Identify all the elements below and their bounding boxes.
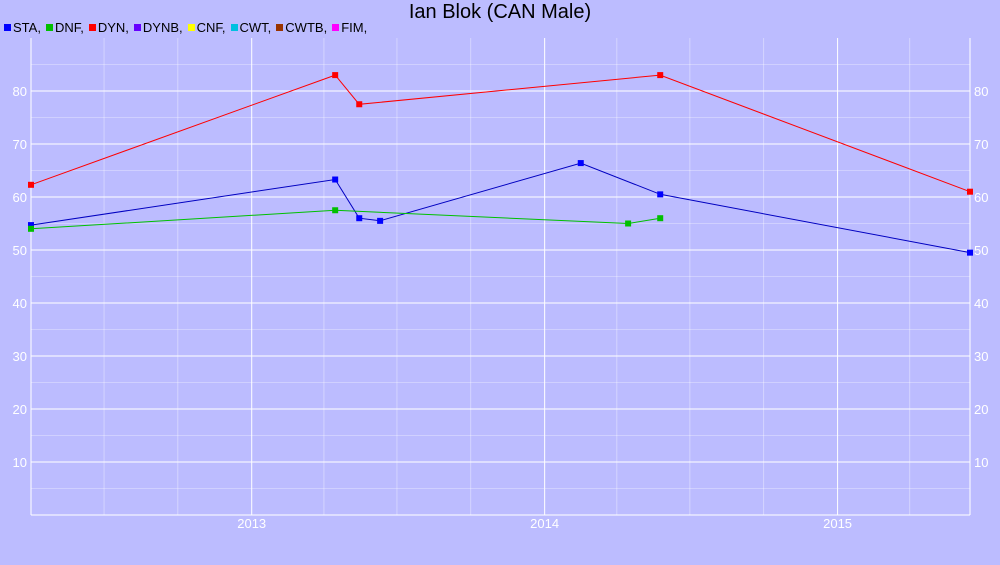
y-tick-label-right: 30 [974,349,988,364]
y-tick-label-right: 60 [974,190,988,205]
legend-swatch [230,24,238,31]
data-point-dyn [657,72,664,79]
data-point-dyn [28,181,34,188]
x-tick-label: 2013 [237,516,266,531]
x-tick-label: 2015 [823,516,852,531]
y-tick-label-left: 70 [13,137,27,152]
legend-item: DYN, [88,20,129,35]
series-line-dnf [30,209,661,230]
legend-label: DNF, [54,20,84,35]
chart-title: Ian Blok (CAN Male) [408,1,592,23]
y-tick-label-left: 80 [13,84,27,99]
series-line-dyn [30,74,971,193]
data-point-dnf [657,215,664,222]
legend-item: DYNB, [133,20,183,35]
legend-item: DNF, [45,20,84,35]
data-point-sta [356,215,363,222]
y-tick-label-right: 70 [974,137,988,152]
data-point-dyn [332,72,339,79]
data-point-sta [967,249,973,256]
y-tick-label-right: 20 [974,402,988,417]
y-tick-label-left: 10 [13,455,27,470]
data-point-sta [377,217,384,224]
legend-item: FIM, [332,20,367,35]
legend-swatch [45,24,53,31]
legend-swatch [88,24,96,31]
y-tick-label-right: 50 [974,243,988,258]
data-point-sta [28,222,34,229]
data-point-dyn [967,188,973,195]
data-point-sta [332,176,339,183]
x-tick-label: 2014 [530,516,559,531]
legend-label: CWTB, [285,20,328,35]
legend-item: STA, [4,20,41,35]
y-tick-label-right: 40 [974,296,988,311]
y-tick-label-left: 40 [13,296,27,311]
data-point-sta [577,160,584,167]
legend-label: DYNB, [142,20,183,35]
legend-swatch [4,24,11,31]
y-tick-label-left: 60 [13,190,27,205]
legend-label: CWT, [239,20,272,35]
y-tick-label-left: 20 [13,402,27,417]
legend-label: DYN, [97,20,129,35]
legend-label: FIM, [341,20,368,35]
legend-label: CNF, [196,20,226,35]
legend-swatch [133,24,141,31]
legend-item: CWT, [230,20,272,35]
legend-label: STA, [13,20,41,35]
data-point-dnf [332,207,339,214]
y-tick-label-left: 30 [13,349,27,364]
legend-swatch [187,24,195,31]
y-tick-label-left: 50 [13,243,27,258]
legend-swatch [332,24,340,31]
data-point-dnf [625,220,632,227]
legend-item: CWTB, [276,20,327,35]
y-tick-label-right: 80 [974,84,988,99]
legend-item: CNF, [187,20,226,35]
data-point-sta [657,191,664,198]
y-tick-label-right: 10 [974,455,988,470]
series-line-sta [30,162,971,254]
data-point-dyn [356,101,363,108]
legend: STA, DNF, DYN, DYNB, CNF, CWT, CWTB, FIM, [4,20,372,35]
data-point-dnf [28,225,34,232]
legend-swatch [276,24,284,31]
